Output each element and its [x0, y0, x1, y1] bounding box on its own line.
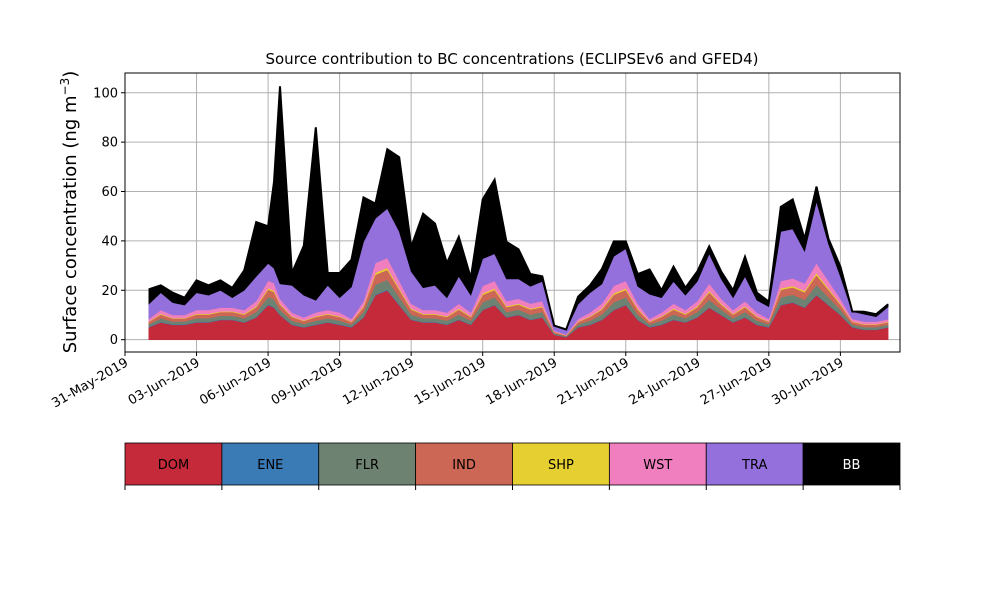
legend-label-bb: BB — [843, 458, 861, 473]
x-tick-label: 09-Jun-2019 — [269, 355, 346, 408]
plot-area — [148, 86, 889, 340]
legend-swatch-tra — [705, 442, 804, 486]
y-tick-label: 20 — [101, 284, 118, 299]
y-tick-label: 80 — [101, 136, 118, 151]
legend-label-tra: TRA — [741, 458, 767, 473]
x-tick-label: 21-Jun-2019 — [555, 355, 632, 408]
x-tick-label: 03-Jun-2019 — [126, 355, 203, 408]
y-tick-label: 40 — [101, 234, 118, 249]
legend-label-shp: SHP — [548, 458, 574, 473]
x-tick-label: 12-Jun-2019 — [340, 355, 417, 408]
x-tick-label: 30-Jun-2019 — [770, 355, 847, 408]
legend-swatch-shp — [512, 442, 610, 486]
x-tick-label: 06-Jun-2019 — [197, 355, 274, 408]
x-tick-label: 31-May-2019 — [49, 355, 131, 411]
legend-swatch-ene — [221, 442, 320, 486]
total-outline — [148, 86, 889, 331]
plot-frame — [124, 72, 901, 353]
legend-swatch-bb — [802, 442, 901, 486]
legend-swatch-dom — [124, 442, 223, 486]
x-tick-label: 18-Jun-2019 — [483, 355, 560, 408]
x-tick-label: 15-Jun-2019 — [412, 355, 489, 408]
y-tick-label: 60 — [101, 185, 118, 200]
x-tick-label: 24-Jun-2019 — [626, 355, 703, 408]
y-tick-label: 0 — [110, 333, 118, 348]
legend-swatch-ind — [415, 442, 513, 486]
legend-swatch-flr — [318, 442, 417, 486]
y-tick-label: 100 — [93, 86, 118, 101]
x-tick-label: 27-Jun-2019 — [698, 355, 775, 408]
legend-label-flr: FLR — [355, 458, 379, 473]
x-axis: 31-May-201903-Jun-201906-Jun-201909-Jun-… — [49, 352, 846, 411]
legend-swatch-wst — [608, 442, 707, 486]
y-axis: 0 20 40 60 80 100 — [93, 86, 125, 348]
legend: DOM ENE FLR IND SHP WST TRA BB — [124, 442, 901, 490]
legend-label-ene: ENE — [257, 458, 283, 473]
chart-title: Source contribution to BC concentrations… — [265, 50, 758, 68]
legend-label-wst: WST — [643, 458, 672, 473]
y-axis-label: Surface concentration (ng m−3) — [58, 71, 81, 354]
legend-label-dom: DOM — [158, 458, 189, 473]
legend-label-ind: IND — [452, 458, 476, 473]
